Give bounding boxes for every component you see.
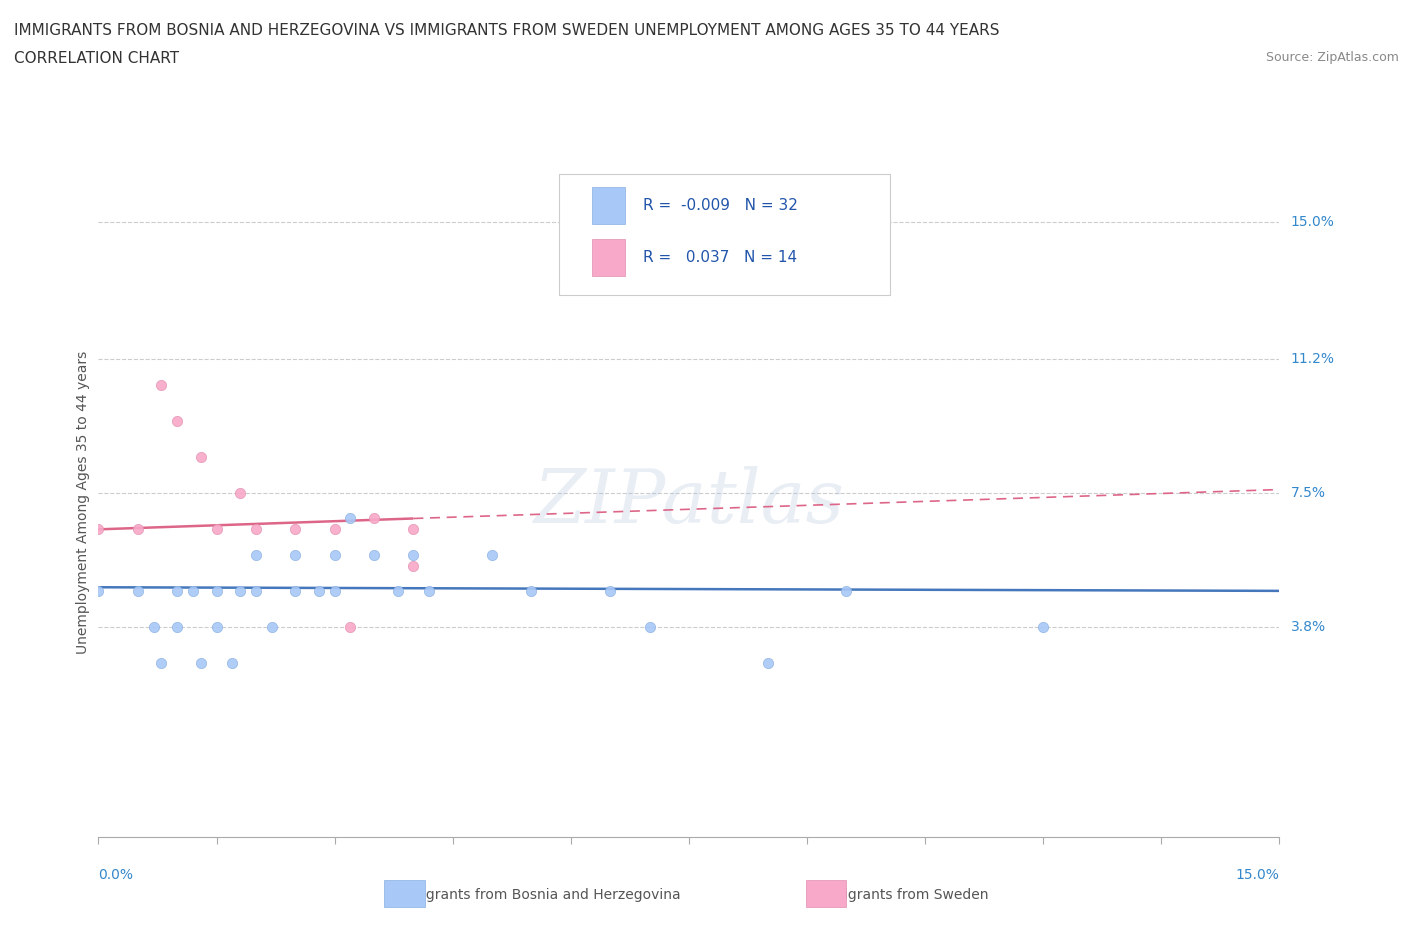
Point bbox=[323, 583, 346, 598]
Point bbox=[229, 485, 252, 500]
Point bbox=[181, 583, 204, 598]
Text: 3.8%: 3.8% bbox=[1291, 620, 1326, 634]
Point bbox=[599, 583, 621, 598]
Point bbox=[245, 583, 267, 598]
Point bbox=[835, 583, 858, 598]
Text: 15.0%: 15.0% bbox=[1236, 868, 1279, 882]
Point bbox=[127, 522, 149, 537]
Point bbox=[402, 547, 425, 562]
FancyBboxPatch shape bbox=[592, 188, 626, 224]
Point bbox=[87, 522, 110, 537]
FancyBboxPatch shape bbox=[560, 174, 890, 295]
Point bbox=[190, 449, 212, 464]
Point bbox=[166, 583, 188, 598]
Point bbox=[229, 583, 252, 598]
Point bbox=[387, 583, 409, 598]
Point bbox=[638, 619, 661, 634]
Point bbox=[308, 583, 330, 598]
Y-axis label: Unemployment Among Ages 35 to 44 years: Unemployment Among Ages 35 to 44 years bbox=[76, 351, 90, 654]
Point bbox=[402, 558, 425, 573]
Point bbox=[87, 583, 110, 598]
Point bbox=[323, 522, 346, 537]
Text: ZIPatlas: ZIPatlas bbox=[533, 466, 845, 538]
Text: Immigrants from Bosnia and Herzegovina: Immigrants from Bosnia and Herzegovina bbox=[391, 887, 681, 902]
Text: IMMIGRANTS FROM BOSNIA AND HERZEGOVINA VS IMMIGRANTS FROM SWEDEN UNEMPLOYMENT AM: IMMIGRANTS FROM BOSNIA AND HERZEGOVINA V… bbox=[14, 23, 1000, 38]
Point bbox=[363, 512, 385, 526]
Point bbox=[150, 378, 173, 392]
Text: 0.0%: 0.0% bbox=[98, 868, 134, 882]
Point bbox=[245, 547, 267, 562]
Point bbox=[260, 619, 283, 634]
Point bbox=[339, 512, 361, 526]
Point bbox=[323, 547, 346, 562]
Text: 15.0%: 15.0% bbox=[1291, 215, 1334, 229]
Point bbox=[363, 547, 385, 562]
Point bbox=[1032, 619, 1054, 634]
Point bbox=[339, 619, 361, 634]
Point bbox=[205, 522, 228, 537]
Point bbox=[245, 522, 267, 537]
Point bbox=[520, 583, 543, 598]
Point bbox=[284, 583, 307, 598]
Point bbox=[418, 583, 440, 598]
Point bbox=[166, 619, 188, 634]
Point bbox=[284, 522, 307, 537]
Text: CORRELATION CHART: CORRELATION CHART bbox=[14, 51, 179, 66]
Text: R =  -0.009   N = 32: R = -0.009 N = 32 bbox=[643, 198, 797, 213]
Text: 7.5%: 7.5% bbox=[1291, 486, 1326, 500]
Point bbox=[142, 619, 165, 634]
Point bbox=[481, 547, 503, 562]
Point bbox=[221, 656, 243, 671]
Text: Immigrants from Sweden: Immigrants from Sweden bbox=[813, 887, 988, 902]
Point bbox=[166, 413, 188, 428]
FancyBboxPatch shape bbox=[592, 239, 626, 276]
Text: R =   0.037   N = 14: R = 0.037 N = 14 bbox=[643, 250, 797, 265]
Text: Source: ZipAtlas.com: Source: ZipAtlas.com bbox=[1265, 51, 1399, 64]
Point bbox=[127, 583, 149, 598]
Point bbox=[284, 547, 307, 562]
Point bbox=[756, 656, 779, 671]
Point bbox=[150, 656, 173, 671]
Point bbox=[402, 522, 425, 537]
Point bbox=[205, 583, 228, 598]
Point bbox=[205, 619, 228, 634]
Text: 11.2%: 11.2% bbox=[1291, 352, 1334, 366]
Point bbox=[190, 656, 212, 671]
